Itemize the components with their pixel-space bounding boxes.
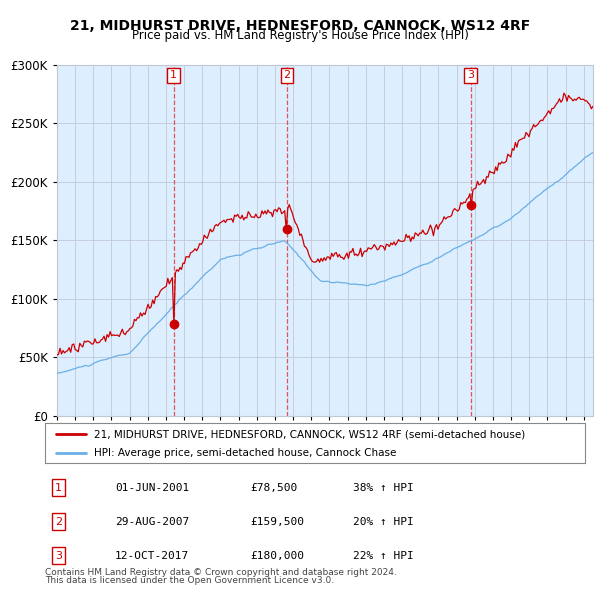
Text: Contains HM Land Registry data © Crown copyright and database right 2024.: Contains HM Land Registry data © Crown c…	[45, 568, 397, 577]
Text: £159,500: £159,500	[250, 517, 304, 527]
Text: 12-OCT-2017: 12-OCT-2017	[115, 551, 190, 560]
Text: 3: 3	[467, 70, 474, 80]
Text: 1: 1	[55, 483, 62, 493]
Text: £78,500: £78,500	[250, 483, 298, 493]
Text: 20% ↑ HPI: 20% ↑ HPI	[353, 517, 413, 527]
Text: 38% ↑ HPI: 38% ↑ HPI	[353, 483, 413, 493]
Text: HPI: Average price, semi-detached house, Cannock Chase: HPI: Average price, semi-detached house,…	[94, 448, 396, 458]
Text: This data is licensed under the Open Government Licence v3.0.: This data is licensed under the Open Gov…	[45, 576, 334, 585]
Text: 29-AUG-2007: 29-AUG-2007	[115, 517, 190, 527]
Text: 1: 1	[170, 70, 177, 80]
Text: 2: 2	[55, 517, 62, 527]
Text: Price paid vs. HM Land Registry's House Price Index (HPI): Price paid vs. HM Land Registry's House …	[131, 30, 469, 42]
Text: 22% ↑ HPI: 22% ↑ HPI	[353, 551, 413, 560]
Text: £180,000: £180,000	[250, 551, 304, 560]
Text: 01-JUN-2001: 01-JUN-2001	[115, 483, 190, 493]
Text: 3: 3	[55, 551, 62, 560]
Text: 2: 2	[283, 70, 290, 80]
Text: 21, MIDHURST DRIVE, HEDNESFORD, CANNOCK, WS12 4RF (semi-detached house): 21, MIDHURST DRIVE, HEDNESFORD, CANNOCK,…	[94, 430, 525, 440]
Text: 21, MIDHURST DRIVE, HEDNESFORD, CANNOCK, WS12 4RF: 21, MIDHURST DRIVE, HEDNESFORD, CANNOCK,…	[70, 19, 530, 33]
